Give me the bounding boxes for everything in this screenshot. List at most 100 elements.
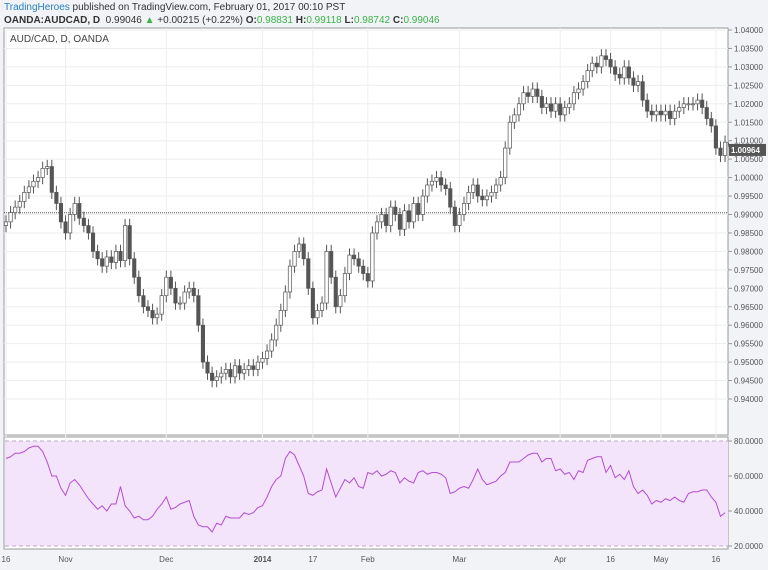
time-axis[interactable]: 16 Nov Dec 2014 17 Feb Mar Apr 16 May 16	[2, 555, 721, 564]
candle-body	[150, 310, 155, 319]
close-label: C:	[392, 15, 404, 26]
y-tick-label: 1.02500	[734, 81, 763, 90]
candle-body	[548, 103, 554, 112]
candle-body	[274, 324, 279, 341]
x-tick-label: 16	[711, 555, 720, 564]
candle-body	[145, 306, 151, 311]
candle-body	[489, 192, 494, 197]
candle-body	[480, 195, 485, 201]
candle-body	[649, 110, 654, 116]
candle-body	[58, 203, 64, 223]
candle-body	[136, 276, 141, 297]
candle-body	[429, 180, 434, 186]
price-axis[interactable]: 1.04000 1.03500 1.03000 1.02500 1.02000 1.015…	[727, 26, 766, 551]
candle-body	[397, 214, 402, 230]
candle-body	[196, 295, 201, 326]
candle-body	[265, 350, 270, 359]
y-tick-label: 0.98000	[734, 247, 763, 256]
symbol-label: OANDA:AUDCAD, D	[4, 15, 101, 26]
candle-body	[191, 287, 196, 297]
candle-body	[310, 287, 315, 319]
candle-body	[718, 147, 723, 156]
candle-body	[141, 295, 146, 308]
candle-body	[104, 256, 109, 267]
publisher-link[interactable]: TradingHeroes	[4, 2, 70, 13]
y-tick-label: 0.94000	[734, 395, 763, 404]
chart-title: AUD/CAD, D, OANDA	[10, 34, 109, 45]
candle-body	[700, 99, 705, 108]
open-label: O:	[245, 15, 257, 26]
candle-body	[347, 254, 352, 274]
x-tick-label: Dec	[159, 555, 173, 564]
candle-body	[384, 214, 389, 226]
rsi-tick-label: 20.0000	[734, 542, 763, 551]
candle-body	[113, 251, 118, 263]
candle-body	[251, 365, 256, 370]
candle-body	[45, 166, 50, 169]
candle-body	[553, 103, 558, 112]
y-tick-label: 1.00500	[734, 155, 763, 164]
candle-body	[512, 114, 517, 123]
candle-body	[567, 103, 572, 108]
candle-body	[443, 184, 448, 190]
y-tick-label: 0.95500	[734, 340, 763, 349]
candle-body	[90, 232, 96, 252]
candle-body	[3, 221, 9, 226]
candle-body	[452, 206, 457, 226]
candle-body	[704, 107, 709, 119]
candle-body	[187, 287, 192, 293]
candle-body	[255, 361, 260, 370]
candle-body	[695, 99, 700, 105]
close-value: 0.99046	[403, 15, 440, 26]
candle-body	[677, 107, 682, 112]
candle-body	[315, 310, 320, 319]
candle-body	[283, 291, 288, 311]
candle-body	[63, 221, 68, 234]
candle-body	[182, 291, 187, 304]
candle-body	[631, 77, 636, 86]
candle-body	[68, 214, 73, 234]
x-tick-label: 2014	[254, 555, 272, 564]
candle-body	[173, 287, 178, 304]
candle-body	[17, 201, 22, 208]
candle-body	[558, 103, 563, 116]
candle-body	[306, 258, 311, 289]
y-tick-label: 1.03000	[734, 63, 763, 72]
candle-body	[370, 232, 375, 282]
candle-body	[72, 203, 77, 215]
candle-body	[571, 92, 576, 105]
y-tick-label: 0.94500	[734, 377, 763, 386]
candle-body	[668, 110, 673, 119]
candle-body	[205, 361, 210, 374]
candle-body	[159, 295, 164, 315]
candle-body	[242, 369, 247, 374]
x-tick-label: 17	[308, 555, 317, 564]
candle-body	[356, 258, 361, 267]
candle-body	[36, 177, 41, 182]
y-tick-label: 0.95000	[734, 358, 763, 367]
candle-body	[177, 302, 183, 305]
candle-body	[54, 192, 59, 204]
candle-body	[342, 273, 347, 297]
candle-body	[686, 103, 691, 106]
candle-body	[471, 184, 476, 193]
candle-body	[22, 192, 27, 202]
publisher-line: TradingHeroes published on TradingView.c…	[4, 2, 345, 13]
y-tick-label: 0.96500	[734, 303, 763, 312]
y-tick-label: 0.99000	[734, 211, 763, 220]
candle-body	[164, 276, 169, 297]
change-text: +0.00215 (+0.22%)	[157, 15, 243, 26]
published-text: published on TradingView.com, February 0…	[69, 2, 346, 13]
y-tick-label: 1.02000	[734, 100, 763, 109]
candle-body	[132, 258, 137, 278]
candle-body	[237, 365, 242, 374]
candle-body	[287, 265, 293, 293]
rsi-indicator	[5, 440, 728, 547]
price-pane[interactable]	[3, 27, 729, 436]
candle-body	[228, 369, 233, 378]
candle-body	[466, 192, 471, 204]
candle-body	[338, 295, 343, 308]
candle-body	[599, 55, 604, 68]
rsi-tick-label: 40.0000	[734, 507, 763, 516]
